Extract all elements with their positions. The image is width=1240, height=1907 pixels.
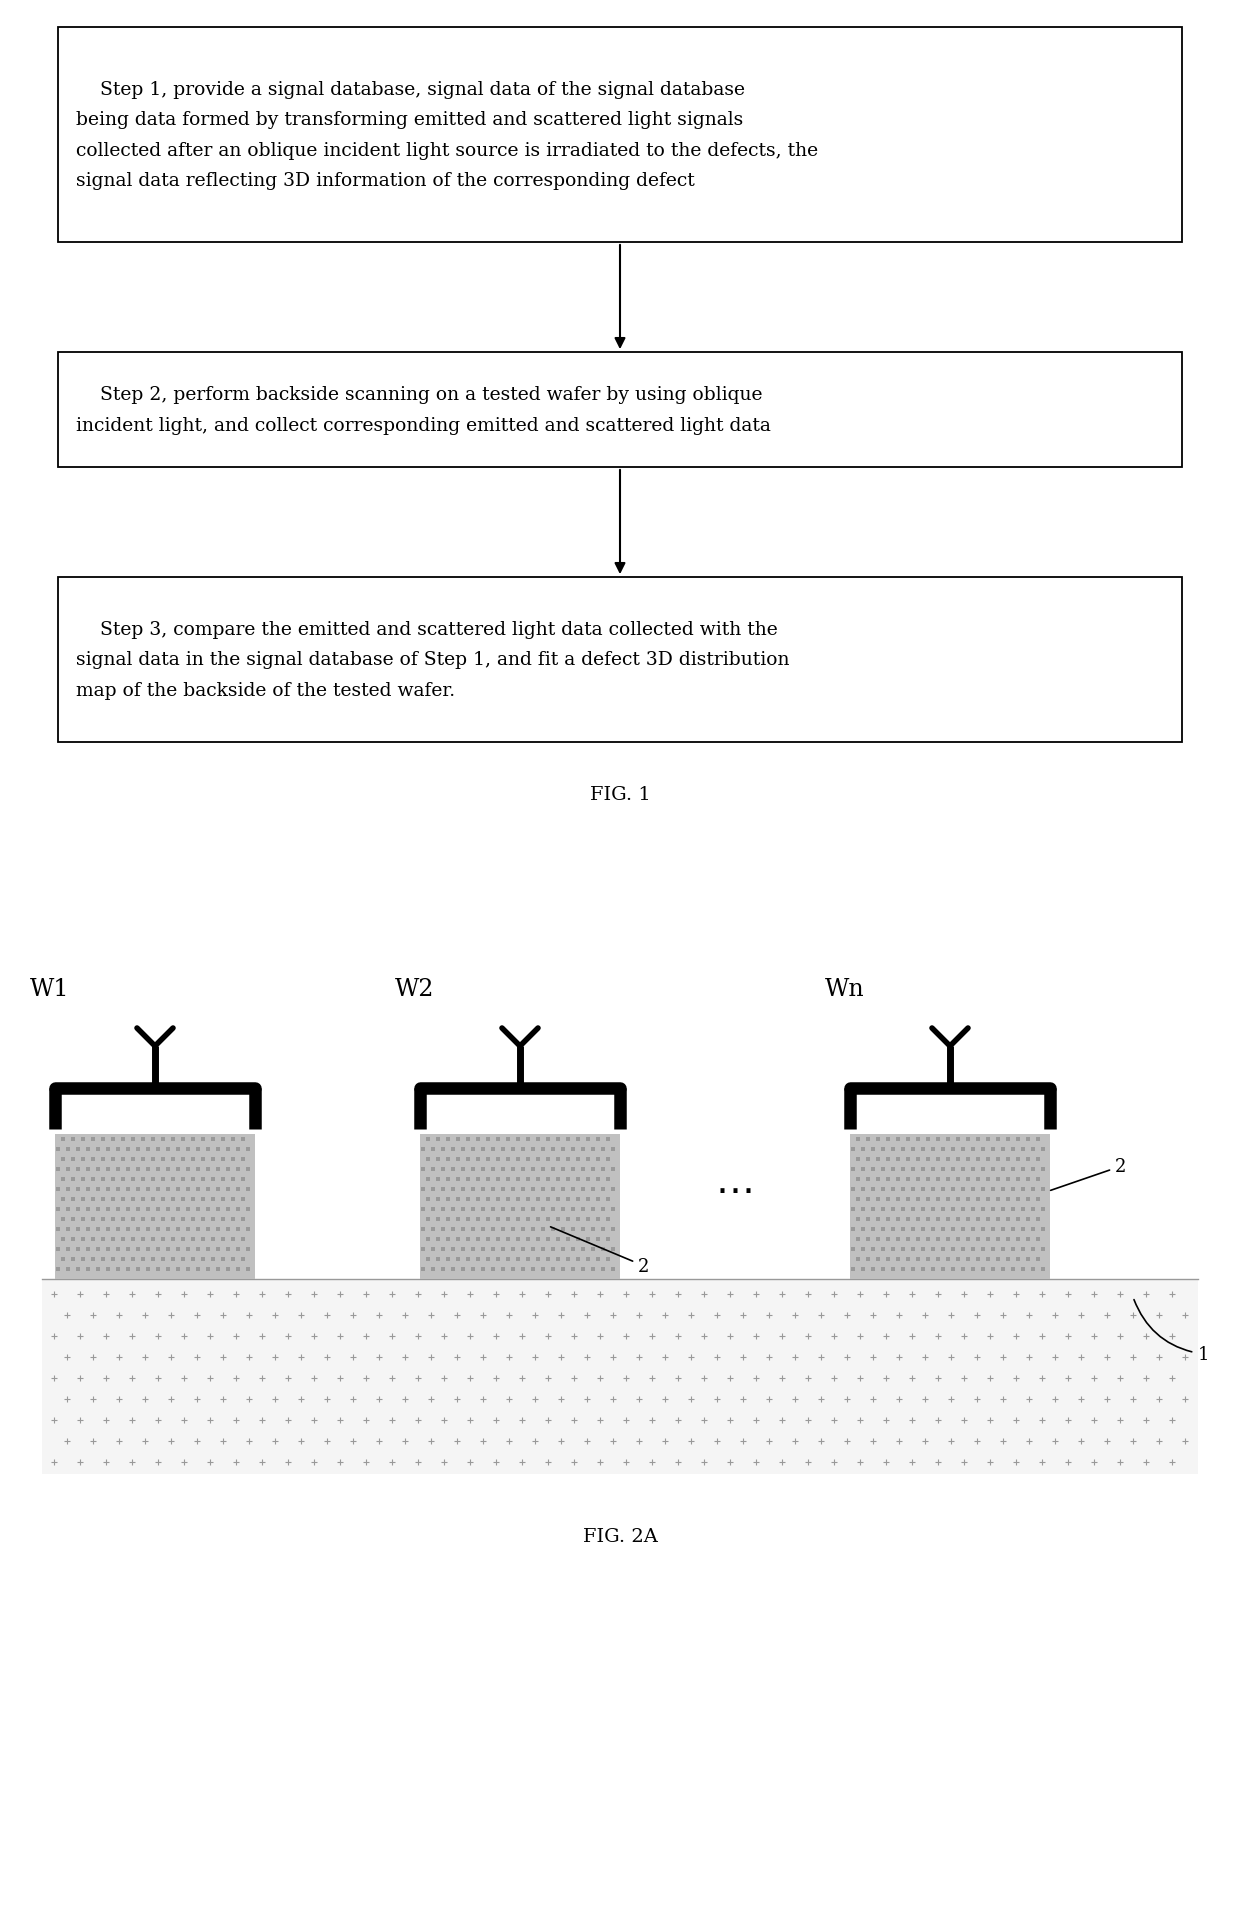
Text: FIG. 2A: FIG. 2A: [583, 1528, 657, 1545]
Text: W1: W1: [30, 978, 69, 1001]
Bar: [55, 1085, 255, 1135]
Bar: [420, 1085, 620, 1280]
Bar: [420, 1085, 620, 1135]
Text: Step 2, perform backside scanning on a tested wafer by using oblique
incident li: Step 2, perform backside scanning on a t…: [76, 385, 771, 435]
Text: Wn: Wn: [825, 978, 864, 1001]
Text: ⋯: ⋯: [715, 1173, 754, 1211]
Text: Step 1, provide a signal database, signal data of the signal database
being data: Step 1, provide a signal database, signa…: [76, 80, 818, 191]
Bar: [58, 578, 1182, 742]
Text: 2: 2: [1050, 1158, 1126, 1190]
Bar: [849, 1085, 1050, 1280]
Text: Step 3, compare the emitted and scattered light data collected with the
signal d: Step 3, compare the emitted and scattere…: [76, 620, 790, 700]
Bar: [849, 1085, 1050, 1135]
Text: 2: 2: [551, 1228, 650, 1276]
Text: FIG. 1: FIG. 1: [590, 786, 650, 803]
Bar: [55, 1085, 255, 1280]
Text: 1: 1: [1133, 1301, 1209, 1364]
Bar: [42, 1280, 1198, 1474]
Bar: [58, 353, 1182, 467]
Bar: [58, 29, 1182, 242]
Text: W2: W2: [396, 978, 435, 1001]
